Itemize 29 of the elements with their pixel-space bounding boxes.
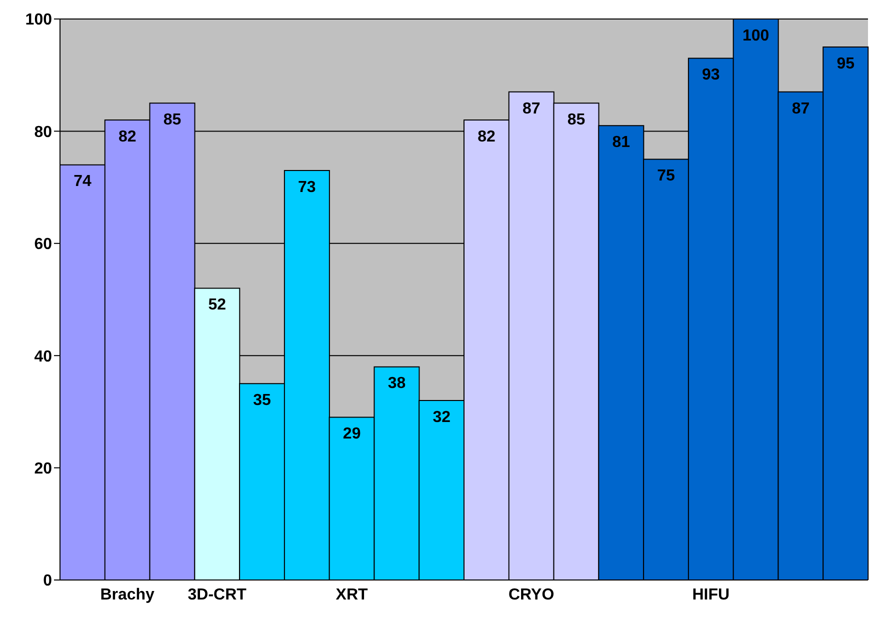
data-label: 29 <box>342 426 361 443</box>
data-label: 81 <box>612 134 630 151</box>
data-label: 95 <box>836 55 855 72</box>
data-label: 82 <box>118 128 136 146</box>
x-tick-label: XRT <box>336 586 368 604</box>
x-tick-label: CRYO <box>508 586 554 604</box>
data-label: 93 <box>702 66 720 84</box>
data-label: 32 <box>432 408 451 426</box>
x-tick-label: HIFU <box>692 586 730 604</box>
data-label: 73 <box>298 178 316 196</box>
x-tick-label: Brachy <box>100 586 155 604</box>
data-label: 82 <box>478 128 496 146</box>
y-tick-label: 80 <box>34 124 52 141</box>
data-label: 85 <box>163 112 182 129</box>
data-label: 85 <box>567 112 586 129</box>
data-label: 75 <box>657 168 676 185</box>
x-tick-label: 3D-CRT <box>188 586 247 604</box>
data-label: 52 <box>208 296 226 314</box>
data-label: 35 <box>253 392 272 410</box>
y-tick-label: 0 <box>43 572 52 590</box>
y-tick-label: 20 <box>34 460 52 478</box>
data-label: 38 <box>388 375 406 392</box>
data-label: 100 <box>742 27 770 44</box>
y-tick-label: 100 <box>25 12 52 29</box>
data-label: 74 <box>74 173 92 190</box>
y-tick-label: 60 <box>34 236 52 254</box>
data-label: 87 <box>792 100 810 118</box>
data-label: 87 <box>522 100 540 118</box>
y-tick-label: 40 <box>34 348 52 366</box>
